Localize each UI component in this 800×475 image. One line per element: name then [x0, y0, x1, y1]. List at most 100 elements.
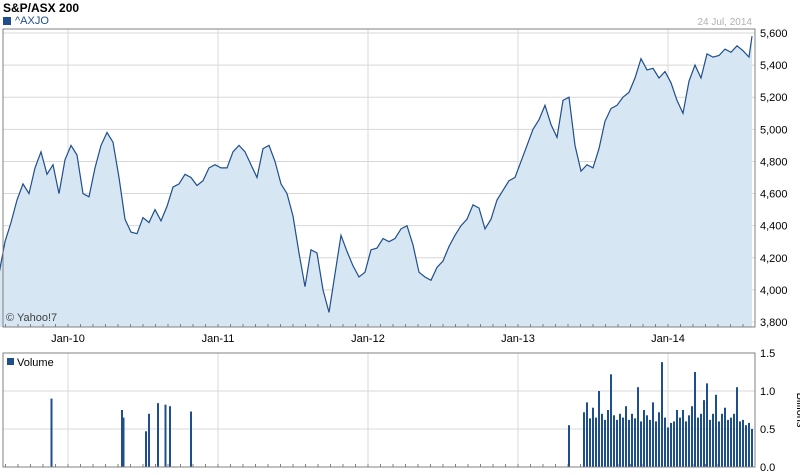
x-tick-label: Jan-10 — [51, 333, 85, 345]
volume-bar — [685, 421, 687, 467]
volume-y-tick-label: 0.5 — [760, 424, 775, 436]
volume-bar — [637, 387, 639, 467]
volume-bar — [628, 419, 630, 467]
volume-bar — [583, 412, 585, 467]
legend-label: ^AXJO — [15, 15, 49, 27]
volume-bar — [586, 402, 588, 467]
volume-bar — [703, 400, 705, 467]
volume-bar — [664, 417, 666, 467]
y-tick-label: 5,200 — [760, 92, 788, 104]
volume-bar — [709, 419, 711, 467]
volume-bar — [700, 413, 702, 467]
volume-bar — [742, 419, 744, 467]
volume-legend-label: Volume — [17, 357, 54, 369]
volume-bar — [598, 391, 600, 467]
volume-axis-label: Billions — [794, 393, 800, 428]
volume-bar — [164, 404, 167, 467]
y-tick-label: 5,400 — [760, 60, 788, 72]
volume-bar — [121, 410, 123, 467]
volume-bar — [697, 417, 699, 467]
series-legend: ^AXJO — [3, 15, 49, 27]
volume-bar — [613, 415, 615, 467]
volume-bar — [691, 406, 693, 467]
volume-bar — [733, 413, 735, 467]
volume-bar — [145, 431, 147, 467]
volume-bar — [122, 417, 125, 467]
price-plot-frame — [2, 28, 756, 328]
volume-bar — [592, 407, 594, 467]
volume-bar — [50, 398, 53, 467]
volume-bar — [727, 419, 729, 467]
y-tick-label: 3,800 — [760, 317, 788, 329]
volume-y-tick-label: 1.5 — [760, 348, 775, 360]
volume-bar — [730, 417, 732, 467]
volume-bar — [649, 419, 651, 467]
volume-legend-swatch — [7, 358, 14, 365]
volume-bar — [658, 412, 660, 467]
volume-y-tick-label: 0.0 — [760, 462, 775, 474]
legend-swatch — [3, 17, 11, 25]
volume-bar — [568, 425, 570, 467]
volume-bar — [604, 419, 606, 467]
price-area — [0, 36, 752, 327]
volume-bar — [682, 410, 684, 467]
y-tick-label: 4,200 — [760, 253, 788, 265]
y-tick-label: 4,600 — [760, 189, 788, 201]
y-tick-label: 4,000 — [760, 285, 788, 297]
volume-bar — [601, 413, 603, 467]
volume-bar — [679, 417, 681, 467]
volume-bar — [724, 407, 726, 467]
volume-bar — [673, 421, 675, 467]
volume-bar — [721, 413, 723, 467]
price-line — [0, 36, 753, 313]
volume-plot-frame — [2, 352, 756, 468]
x-tick-label: Jan-13 — [501, 333, 535, 345]
volume-bar — [190, 411, 192, 467]
volume-bar — [589, 418, 591, 467]
volume-bar — [745, 425, 747, 467]
volume-bar — [169, 406, 171, 467]
chart-title: S&P/ASX 200 — [3, 1, 80, 15]
volume-bar — [607, 410, 609, 467]
volume-bar — [736, 387, 738, 467]
x-tick-label: Jan-11 — [202, 333, 235, 345]
y-tick-label: 5,600 — [760, 28, 788, 40]
volume-bar — [631, 413, 633, 467]
volume-bar — [739, 421, 741, 467]
volume-bar — [622, 417, 624, 467]
volume-bar — [748, 422, 750, 467]
volume-bar — [646, 415, 648, 467]
volume-bar — [634, 418, 636, 467]
x-tick-label: Jan-12 — [351, 333, 385, 345]
volume-bar — [676, 410, 678, 467]
volume-bar — [751, 429, 753, 467]
volume-bar — [661, 362, 663, 467]
volume-bar — [715, 394, 717, 467]
volume-bar — [619, 413, 621, 467]
volume-bar — [643, 410, 645, 467]
volume-bar — [718, 421, 720, 467]
volume-bar — [694, 372, 696, 467]
volume-bar — [670, 422, 672, 467]
y-tick-label: 4,800 — [760, 156, 788, 168]
volume-bar — [652, 402, 654, 467]
volume-bar — [610, 374, 612, 467]
volume-bar — [148, 413, 150, 467]
watermark: © Yahoo!7 — [6, 312, 57, 324]
volume-bar — [616, 419, 618, 467]
volume-bar — [706, 383, 708, 467]
volume-bar — [625, 406, 627, 467]
volume-bar — [667, 427, 669, 467]
volume-bar — [157, 403, 159, 467]
volume-bar — [712, 413, 714, 467]
volume-y-tick-label: 1.0 — [760, 386, 775, 398]
x-tick-label: Jan-14 — [651, 333, 685, 345]
y-tick-label: 5,000 — [760, 124, 788, 136]
volume-bar — [640, 421, 642, 467]
volume-bar — [595, 417, 597, 467]
y-tick-label: 4,400 — [760, 221, 788, 233]
volume-bar — [688, 415, 690, 467]
volume-bar — [655, 421, 657, 467]
date-label: 24 Jul, 2014 — [697, 17, 753, 28]
